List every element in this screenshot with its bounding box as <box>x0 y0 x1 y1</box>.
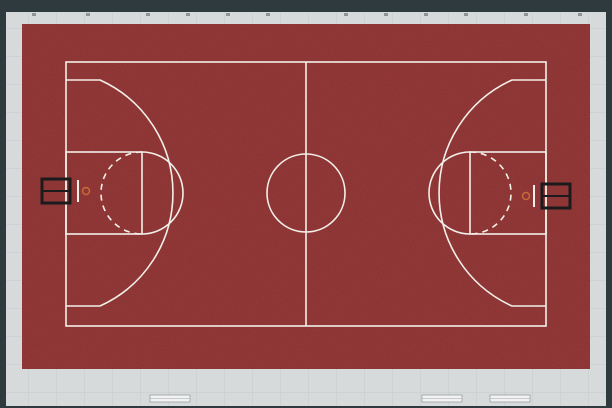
right-free-throw-arc-dashed <box>469 151 512 235</box>
center-circle <box>266 153 346 233</box>
left-free-throw-arc-solid <box>141 151 184 235</box>
right-free-throw-arc-solid <box>428 151 471 235</box>
basketball-hoop-left <box>40 177 91 205</box>
bench <box>489 394 531 403</box>
left-three-point-arc <box>66 79 174 307</box>
right-three-point-arc <box>438 79 546 307</box>
right-key <box>469 151 547 235</box>
court-lines <box>65 61 547 327</box>
left-free-throw-arc-dashed <box>100 151 143 235</box>
basketball-hoop-right <box>521 182 572 210</box>
bench <box>421 394 463 403</box>
left-key <box>65 151 143 235</box>
edge-posts <box>32 13 582 16</box>
bench <box>149 394 191 403</box>
